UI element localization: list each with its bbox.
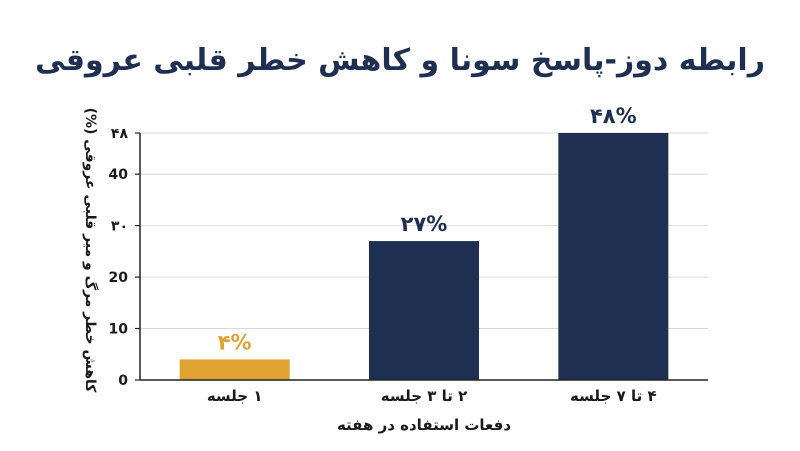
- bar: [179, 359, 290, 380]
- bar: [558, 133, 669, 380]
- bar-value-labels: ۴% ۲۷% ۴۸%: [218, 104, 637, 354]
- y-axis-label: کاهش خطر مرگ و میر قلبی عروقی (%): [82, 108, 99, 394]
- y-tick-label: ۴۸: [111, 126, 129, 142]
- chart-title: رابطه دوز-پاسخ سونا و کاهش خطر قلبی عروق…: [35, 43, 765, 78]
- bars: [179, 133, 669, 380]
- bar-value-label: ۲۷%: [401, 212, 448, 236]
- y-axis-ticks: 0 10 20 ۳۰ 40 ۴۸: [109, 126, 140, 389]
- x-tick-label: ۴ تا ۷ جلسه: [570, 387, 657, 405]
- x-tick-label: ۱ جلسه: [207, 387, 263, 405]
- bar-value-label: ۴%: [218, 330, 252, 354]
- bar: [369, 241, 479, 380]
- x-tick-label: ۲ تا ۳ جلسه: [381, 387, 468, 405]
- y-tick-label: ۳۰: [111, 219, 128, 235]
- x-axis-ticks: ۱ جلسه ۲ تا ۳ جلسه ۴ تا ۷ جلسه: [207, 387, 657, 405]
- y-tick-label: 40: [109, 167, 129, 183]
- y-tick-label: 10: [109, 322, 129, 338]
- x-axis-label: دفعات استفاده در هفته: [337, 416, 511, 434]
- y-tick-label: 20: [109, 270, 129, 286]
- bar-value-label: ۴۸%: [590, 104, 637, 128]
- y-tick-label: 0: [118, 373, 128, 389]
